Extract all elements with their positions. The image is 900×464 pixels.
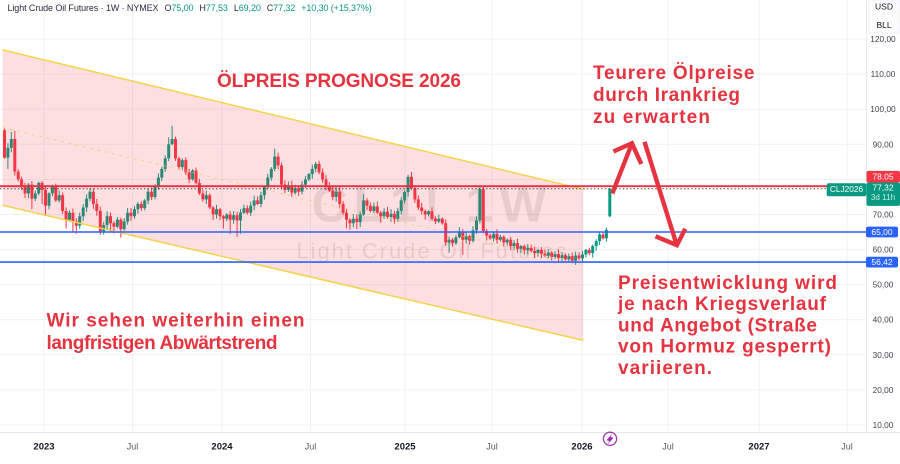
svg-text:BLL: BLL bbox=[876, 20, 891, 30]
svg-text:50,00: 50,00 bbox=[873, 280, 894, 290]
svg-text:USD: USD bbox=[875, 2, 893, 12]
svg-text:Jul: Jul bbox=[662, 442, 674, 452]
svg-text:2024: 2024 bbox=[211, 442, 233, 453]
svg-text:je nach Kriegsverlauf: je nach Kriegsverlauf bbox=[617, 294, 827, 315]
svg-text:Jul: Jul bbox=[127, 442, 139, 452]
svg-text:Jul: Jul bbox=[305, 442, 317, 452]
svg-text:56,42: 56,42 bbox=[871, 257, 893, 267]
svg-text:Teurere Ölpreise: Teurere Ölpreise bbox=[593, 63, 755, 84]
svg-text:40,00: 40,00 bbox=[873, 315, 894, 325]
svg-text:60,00: 60,00 bbox=[873, 245, 894, 255]
svg-text:ÖLPREIS PROGNOSE 2026: ÖLPREIS PROGNOSE 2026 bbox=[217, 71, 461, 92]
svg-text:110,00: 110,00 bbox=[871, 69, 896, 79]
svg-text:30,00: 30,00 bbox=[873, 350, 894, 360]
svg-text:65,00: 65,00 bbox=[871, 227, 893, 237]
svg-text:120,00: 120,00 bbox=[870, 34, 896, 44]
svg-text:zu erwarten: zu erwarten bbox=[593, 107, 710, 128]
svg-text:CLJ2026: CLJ2026 bbox=[830, 184, 864, 194]
svg-text:und Angebot (Straße: und Angebot (Straße bbox=[618, 315, 817, 336]
svg-text:78,05: 78,05 bbox=[872, 172, 894, 182]
svg-text:Jul: Jul bbox=[486, 442, 498, 452]
svg-text:2026: 2026 bbox=[571, 442, 592, 453]
svg-text:2025: 2025 bbox=[394, 442, 416, 453]
svg-text:20,00: 20,00 bbox=[873, 385, 894, 395]
svg-text:von Hormuz gesperrt): von Hormuz gesperrt) bbox=[618, 337, 831, 358]
svg-text:100,00: 100,00 bbox=[870, 104, 896, 114]
svg-text:Light Crude Oil Futures: Light Crude Oil Futures bbox=[297, 239, 567, 264]
svg-text:77,32: 77,32 bbox=[872, 183, 894, 193]
svg-text:10,00: 10,00 bbox=[873, 420, 894, 430]
svg-text:Wir sehen weiterhin einen: Wir sehen weiterhin einen bbox=[47, 311, 305, 332]
svg-text:durch Irankrieg: durch Irankrieg bbox=[593, 85, 740, 106]
svg-text:2027: 2027 bbox=[748, 442, 769, 453]
svg-text:3d 11h: 3d 11h bbox=[871, 193, 895, 202]
svg-text:Jul: Jul bbox=[841, 442, 853, 452]
svg-text:70,00: 70,00 bbox=[873, 210, 894, 220]
svg-text:2023: 2023 bbox=[33, 442, 54, 453]
svg-text:Preisentwicklung wird: Preisentwicklung wird bbox=[618, 273, 837, 294]
svg-text:variieren.: variieren. bbox=[618, 358, 712, 379]
svg-text:90,00: 90,00 bbox=[873, 139, 894, 149]
svg-text:langfristigen Abwärtstrend: langfristigen Abwärtstrend bbox=[47, 333, 278, 354]
